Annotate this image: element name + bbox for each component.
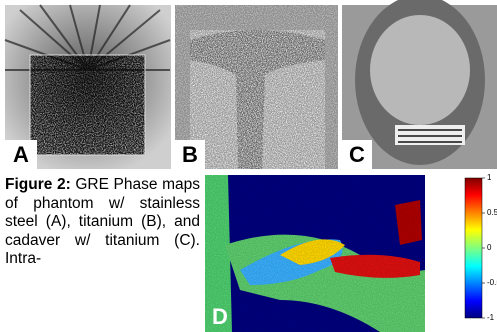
colorbar	[465, 178, 482, 318]
caption: Figure 2: GRE Phase maps of phantom w/ s…	[5, 176, 200, 332]
colorbar-tick-label: -0.5	[487, 278, 497, 287]
figure: A B C D 1 0.5 0 -0.5 -1 Figure 2: GRE Phase …	[0, 0, 497, 332]
panel-label: D	[212, 304, 228, 329]
colorbar-tick-label: 0.5	[487, 208, 497, 217]
colorbar-tick-label: 1	[487, 173, 492, 182]
panel-label: A	[13, 142, 29, 167]
panel-label: C	[349, 142, 365, 167]
colorbar-tick-label: -1	[487, 313, 495, 322]
caption-label: Figure 2:	[5, 176, 71, 193]
panel-d-image	[205, 175, 425, 332]
colorbar-tick-label: 0	[487, 243, 492, 252]
panel-label: B	[182, 142, 198, 167]
